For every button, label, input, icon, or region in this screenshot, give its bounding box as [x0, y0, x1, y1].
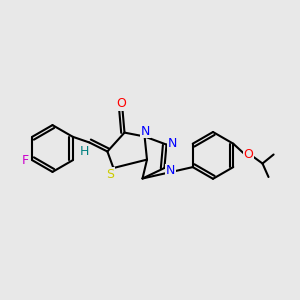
Text: H: H [79, 145, 89, 158]
Text: N: N [141, 124, 150, 138]
Text: N: N [166, 164, 175, 178]
Text: S: S [106, 168, 114, 181]
Text: O: O [116, 97, 126, 110]
Text: N: N [168, 136, 177, 150]
Text: O: O [244, 148, 253, 161]
Text: F: F [22, 154, 28, 167]
